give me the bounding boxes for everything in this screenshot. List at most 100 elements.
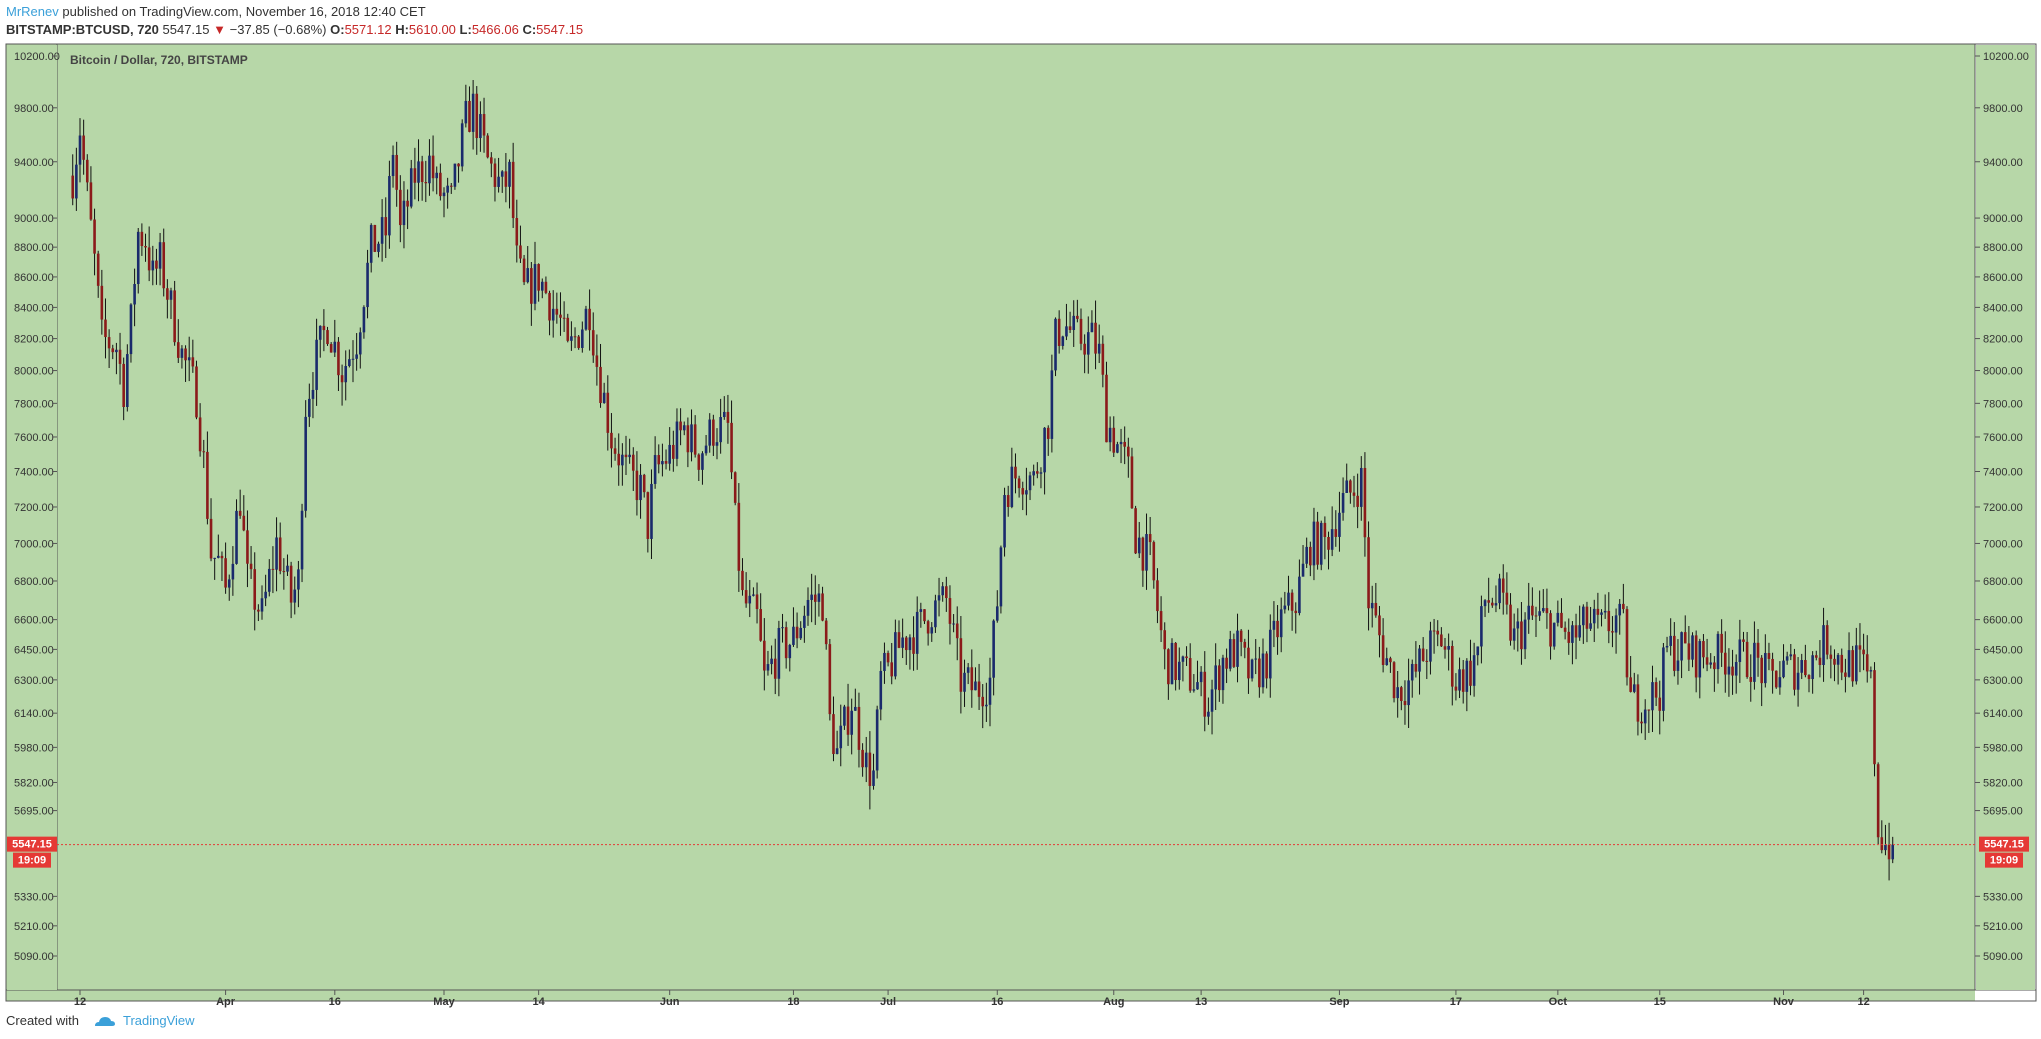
candle-body [1541, 608, 1545, 612]
candle-body [1410, 663, 1414, 681]
candle-body [1228, 639, 1232, 669]
y-tick-label-right: 9400.00 [1983, 157, 2023, 169]
change-value: −37.85 (−0.68%) [229, 22, 327, 37]
candle-body [661, 461, 664, 465]
candle-body [253, 569, 257, 610]
candle-body [1691, 635, 1694, 660]
candle-body [1268, 629, 1272, 679]
candle-body [1527, 605, 1531, 620]
candle-body [981, 696, 985, 707]
candle-body [1319, 522, 1323, 565]
publish-line: MrRenev published on TradingView.com, No… [6, 4, 426, 19]
candle-body [180, 348, 184, 358]
candle-body [679, 421, 682, 431]
candle-body [1600, 612, 1603, 615]
candle-body [955, 623, 959, 639]
candle-body [71, 175, 75, 199]
candle-body [1327, 537, 1330, 550]
candle-body [176, 342, 180, 358]
candle-body [1742, 639, 1745, 642]
candle-body [781, 627, 784, 629]
candle-body [923, 609, 926, 622]
candle-body [388, 176, 391, 236]
y-tick-label-right: 7600.00 [1983, 432, 2023, 444]
candle-body [209, 518, 213, 559]
candle-body [1785, 656, 1789, 661]
candle-body [1560, 612, 1563, 628]
candle-body [1316, 521, 1319, 565]
candle-body [883, 652, 886, 671]
candle-body [686, 425, 690, 453]
candle-body [100, 285, 104, 320]
candle-body [1745, 641, 1749, 678]
candle-body [355, 354, 358, 359]
candle-body [784, 627, 788, 659]
candle-body [1505, 592, 1509, 605]
y-tick-label-right: 7200.00 [1983, 502, 2023, 514]
candle-body [329, 344, 333, 353]
candle-body [813, 594, 817, 602]
tradingview-cloud-icon[interactable] [93, 1014, 117, 1028]
candle-body [843, 706, 846, 726]
candle-body [1640, 721, 1643, 724]
candle-body [1782, 660, 1785, 678]
author-link[interactable]: MrRenev [6, 4, 59, 19]
candle-body [155, 260, 158, 269]
candle-body [166, 288, 169, 300]
candle-body [1873, 670, 1876, 765]
y-tick-label-right: 5980.00 [1983, 742, 2023, 754]
x-tick-label: Oct [1549, 996, 1568, 1008]
candle-body [1454, 686, 1458, 691]
candle-body [93, 219, 96, 254]
candle-body [1199, 671, 1203, 683]
candle-body [118, 349, 122, 364]
y-tick-label-right: 6300.00 [1983, 675, 2023, 687]
candle-body [621, 454, 624, 466]
candle-body [795, 626, 799, 639]
candle-body [1534, 615, 1538, 617]
candle-body [1829, 654, 1833, 659]
candle-body [151, 260, 155, 271]
candle-body [340, 375, 344, 383]
candle-body [1804, 660, 1807, 676]
candle-body [1483, 600, 1487, 607]
candle-body [1585, 606, 1589, 629]
candle-body [286, 565, 289, 572]
candle-body [1756, 642, 1760, 658]
candle-body [493, 163, 497, 187]
candle-body [231, 563, 235, 580]
candle-body [1611, 631, 1614, 633]
candle-body [1374, 602, 1378, 616]
candle-body [1334, 529, 1338, 537]
candle-body [369, 224, 373, 263]
symbol-label: BITSTAMP:BTCUSD, 720 [6, 22, 159, 37]
candle-body [1017, 478, 1021, 489]
candle-body [344, 366, 348, 383]
candle-body [988, 677, 992, 705]
right-axis-bg [1976, 45, 2035, 990]
candle-body [431, 155, 435, 179]
candle-body [1396, 687, 1399, 699]
candle-body [1232, 639, 1236, 667]
candle-body [1767, 653, 1771, 659]
candle-body [173, 290, 176, 343]
candle-body [1625, 609, 1629, 678]
candle-body [675, 421, 679, 459]
tradingview-link[interactable]: TradingView [122, 1013, 195, 1028]
candle-body [985, 704, 988, 707]
candle-body [1658, 697, 1662, 711]
candle-body [1465, 660, 1469, 692]
candle-body [722, 411, 726, 418]
candle-body [1676, 660, 1680, 671]
candle-body [915, 611, 919, 654]
candle-body [1840, 654, 1844, 673]
candle-body [428, 155, 431, 184]
candle-body [1108, 427, 1112, 443]
candle-body [1298, 576, 1301, 614]
y-tick-label-right: 5820.00 [1983, 777, 2023, 789]
candle-body [1159, 611, 1163, 631]
candle-body [297, 569, 300, 590]
candle-body [1214, 665, 1217, 690]
candle-body [1021, 488, 1025, 495]
